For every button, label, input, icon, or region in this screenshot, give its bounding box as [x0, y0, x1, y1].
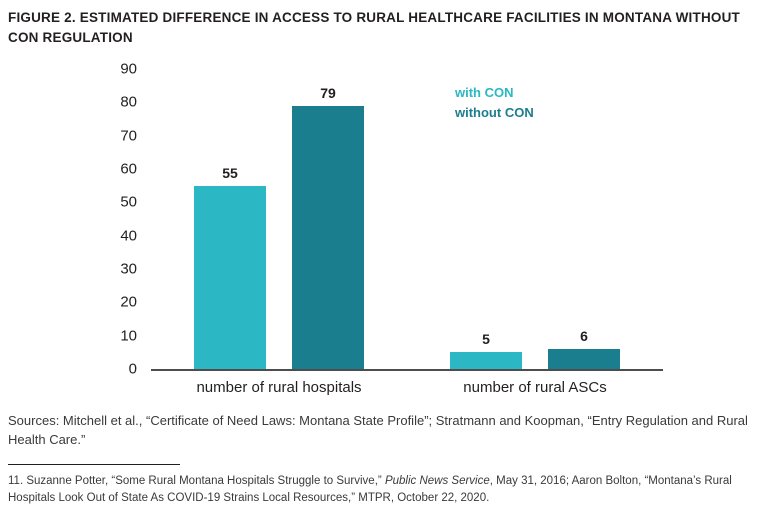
bar-chart: 0 10 20 30 40 50 60 70 80 90 with CON without CON … — [95, 62, 768, 377]
bar-value-label: 6 — [580, 328, 588, 345]
bar-slot-without-con-number-of-rural-hospitals: 79 — [292, 69, 364, 370]
bar-with-con-number-of-rural-ascs — [450, 352, 522, 370]
y-tick-label-0: 0 — [128, 360, 137, 378]
y-axis: 0 10 20 30 40 50 60 70 80 90 — [95, 62, 137, 377]
footnote-divider — [8, 463, 180, 465]
legend-item-with-con: with CON — [455, 85, 514, 101]
bar-value-label: 55 — [222, 164, 238, 181]
sources-text: Sources: Mitchell et al., “Certificate o… — [8, 413, 748, 447]
bar-slot-with-con-number-of-rural-ascs: 5 — [450, 69, 522, 370]
legend-item-without-con: without CON — [455, 104, 534, 120]
y-tick-label-70: 70 — [120, 127, 137, 145]
bar-without-con-number-of-rural-ascs — [548, 349, 620, 370]
legend: with CON without CON — [455, 83, 534, 122]
footnote-after: , May 31, 2016; Aaron Bolton, “Montana’s… — [8, 474, 732, 505]
figure-title: FIGURE 2. ESTIMATED DIFFERENCE IN ACCESS… — [8, 10, 741, 45]
bar-group-number-of-rural-hospitals: 55 79 — [194, 69, 364, 370]
y-tick-label-90: 90 — [120, 60, 137, 78]
bar-value-label: 79 — [320, 84, 336, 101]
y-tick-label-50: 50 — [120, 193, 137, 211]
footnote-italic: Public News Service — [384, 474, 490, 487]
y-tick-label-10: 10 — [120, 327, 137, 345]
bar-slot-with-con-number-of-rural-hospitals: 55 — [194, 69, 266, 370]
x-label-rural-hospitals: number of rural hospitals — [196, 379, 362, 397]
bar-without-con-number-of-rural-hospitals — [292, 105, 364, 370]
footnote-before: 11. Suzanne Potter, “Some Rural Montana … — [8, 474, 385, 487]
plot-area: with CON without CON 55 79 5 6 — [151, 69, 663, 372]
bar-value-label: 5 — [482, 331, 490, 348]
bar-groups: 55 79 5 6 — [151, 69, 663, 370]
y-tick-label-80: 80 — [120, 93, 137, 111]
x-label-rural-ascs: number of rural ASCs — [463, 379, 607, 397]
y-tick-label-60: 60 — [120, 160, 137, 178]
y-tick-label-30: 30 — [120, 260, 137, 278]
y-tick-label-40: 40 — [120, 227, 137, 245]
x-axis-labels: number of rural hospitals number of rura… — [151, 379, 663, 396]
footnote-text: 11. Suzanne Potter, “Some Rural Montana … — [8, 473, 756, 508]
bar-slot-without-con-number-of-rural-ascs: 6 — [548, 69, 620, 370]
bar-with-con-number-of-rural-hospitals — [194, 185, 266, 370]
y-tick-label-20: 20 — [120, 293, 137, 311]
